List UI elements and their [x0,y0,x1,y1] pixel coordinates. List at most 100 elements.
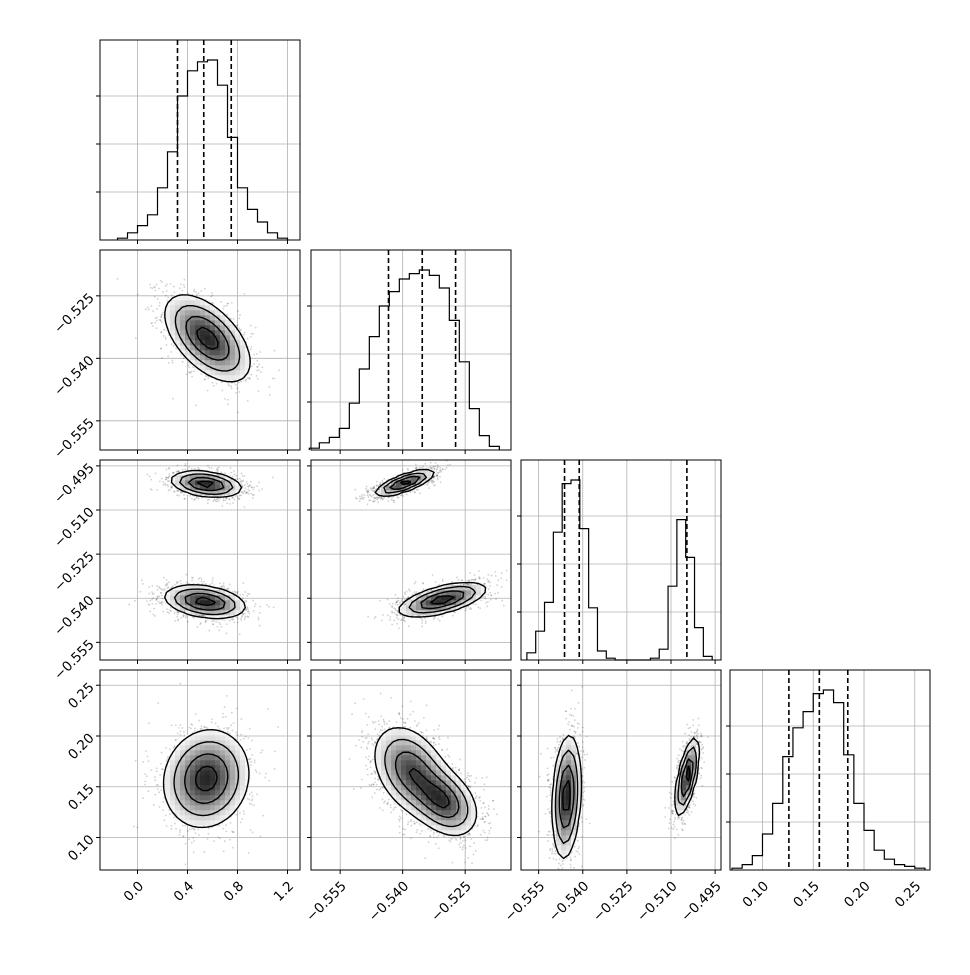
sample-point [137,294,139,296]
sample-point [234,474,236,476]
sample-point [145,750,147,752]
sample-point [243,738,245,740]
sample-point [250,374,252,376]
sample-point [460,773,462,775]
density-cell [421,765,426,770]
sample-point [235,384,237,386]
density-cell [205,340,210,345]
sample-point [251,800,253,802]
sample-point [488,815,490,817]
sample-point [365,713,367,715]
sample-point [384,728,386,730]
density-cell [230,375,235,380]
sample-point [380,788,382,790]
density-cell [195,795,200,800]
sample-point [237,621,239,623]
sample-point [578,853,580,855]
sample-point [155,472,157,474]
sample-point [211,620,213,622]
sample-point [168,809,170,811]
sample-point [165,336,167,338]
sample-point [459,846,461,848]
sample-point [379,482,381,484]
sample-point [236,616,238,618]
sample-point [253,363,255,365]
sample-point [468,779,470,781]
sample-point [153,593,155,595]
sample-point [142,583,144,585]
sample-point [437,472,439,474]
sample-point [567,882,569,884]
sample-point [435,843,437,845]
sample-point [485,598,487,600]
sample-point [398,818,400,820]
sample-point [378,723,380,725]
density-cell [466,820,471,825]
sample-point [584,759,586,761]
density-cell [205,820,210,825]
sample-point [183,284,185,286]
sample-point [171,360,173,362]
sample-point [390,807,392,809]
sample-point [681,819,683,821]
sample-point [169,748,171,750]
sample-point [154,296,156,298]
density-cell [190,775,195,780]
sample-point [670,797,672,799]
sample-point [396,623,398,625]
sample-point [556,750,558,752]
density-cell [205,730,210,735]
density-cell [386,755,391,760]
sample-point [157,596,159,598]
sample-point [201,581,203,583]
sample-point [447,749,449,751]
sample-point [191,842,193,844]
sample-point [407,468,409,470]
sample-point [465,847,467,849]
density-cell [240,360,245,365]
sample-point [475,777,477,779]
density-cell [396,730,401,735]
sample-point [398,600,400,602]
sample-point [491,575,493,577]
sample-point [425,620,427,622]
density-cell [220,735,225,740]
sample-point [211,721,213,723]
sample-point [175,348,177,350]
density-cell [466,590,471,595]
sample-point [250,493,252,495]
sample-point [211,467,213,469]
sample-point [245,379,247,381]
density-cell [220,765,225,770]
sample-point [191,376,193,378]
sample-point [368,716,370,718]
sample-point [383,792,385,794]
sample-point [255,603,257,605]
sample-point [212,500,214,502]
sample-point [205,583,207,585]
sample-point [566,877,568,879]
sample-point [437,477,439,479]
sample-point [250,758,252,760]
sample-point [403,721,405,723]
sample-point [481,807,483,809]
sample-point [514,578,516,580]
sample-point [546,796,548,798]
density-cell [215,735,220,740]
sample-point [166,344,168,346]
sample-point [442,580,444,582]
hist-0-bg [100,40,300,240]
sample-point [402,705,404,707]
density-cell [436,600,441,605]
sample-point [570,864,572,866]
sample-point [173,286,175,288]
density-cell [195,735,200,740]
sample-point [442,468,444,470]
sample-point [377,501,379,503]
density-cell [376,760,381,765]
sample-point [482,830,484,832]
sample-point [415,581,417,583]
sample-point [424,463,426,465]
sample-point [447,737,449,739]
sample-point [434,617,436,619]
